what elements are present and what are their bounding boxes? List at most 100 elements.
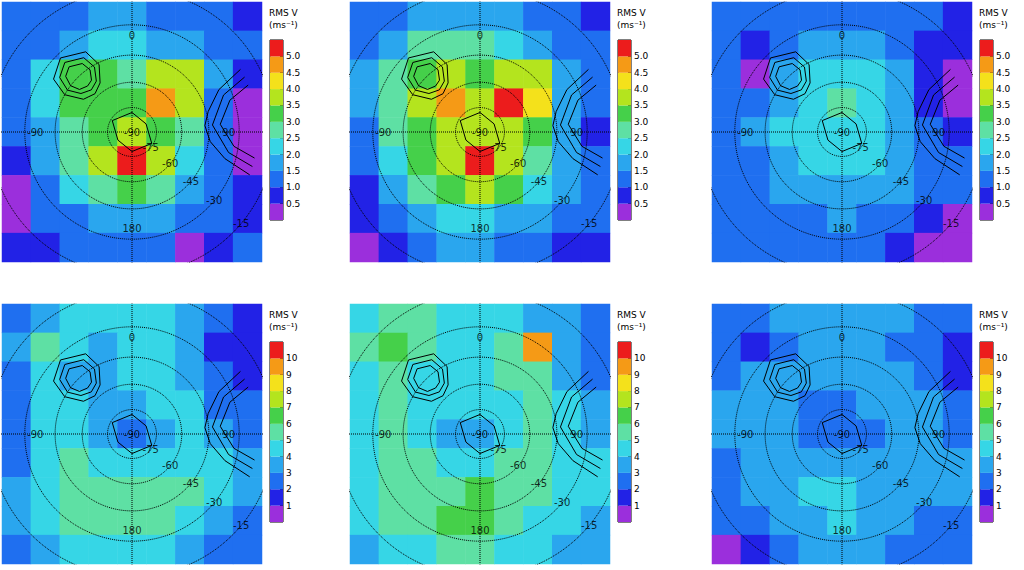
svg-text:(ms⁻¹): (ms⁻¹) [269,20,298,30]
svg-text:-75: -75 [853,142,869,153]
svg-text:90: 90 [570,127,583,138]
svg-text:RMS V: RMS V [617,8,647,18]
svg-text:5: 5 [286,435,292,445]
svg-text:90: 90 [222,127,235,138]
svg-text:-90: -90 [124,429,140,440]
svg-text:10: 10 [634,353,646,363]
svg-text:-90: -90 [834,429,850,440]
svg-text:0.5: 0.5 [286,199,300,209]
svg-text:-60: -60 [872,460,888,471]
svg-text:0: 0 [839,332,845,343]
svg-text:-15: -15 [233,520,249,531]
svg-text:RMS V: RMS V [979,8,1009,18]
svg-text:-45: -45 [893,176,909,187]
svg-text:9: 9 [634,370,640,380]
svg-text:1.5: 1.5 [634,166,648,176]
svg-text:7: 7 [996,402,1002,412]
svg-text:3.0: 3.0 [634,117,649,127]
svg-text:5.0: 5.0 [286,51,301,61]
svg-text:1.0: 1.0 [634,182,649,192]
svg-text:3.5: 3.5 [634,100,648,110]
svg-text:-45: -45 [183,478,199,489]
svg-text:0.5: 0.5 [996,199,1010,209]
svg-text:5: 5 [996,435,1002,445]
svg-text:-30: -30 [916,195,932,206]
svg-text:-15: -15 [581,218,597,229]
svg-text:4: 4 [634,452,640,462]
svg-text:-45: -45 [531,176,547,187]
svg-text:-30: -30 [206,195,222,206]
svg-text:-30: -30 [554,195,570,206]
svg-text:(ms⁻¹): (ms⁻¹) [979,20,1008,30]
svg-text:-30: -30 [554,497,570,508]
svg-text:6: 6 [996,419,1002,429]
svg-text:4.5: 4.5 [634,68,648,78]
svg-text:2: 2 [634,484,640,494]
svg-text:180: 180 [470,525,489,536]
svg-text:-60: -60 [872,158,888,169]
svg-text:5: 5 [634,435,640,445]
svg-text:(ms⁻¹): (ms⁻¹) [617,20,646,30]
svg-text:RMS V: RMS V [617,310,647,320]
svg-text:-45: -45 [183,176,199,187]
svg-text:-90: -90 [472,127,488,138]
svg-text:7: 7 [286,402,292,412]
svg-text:2.5: 2.5 [996,133,1010,143]
svg-text:90: 90 [932,127,945,138]
svg-text:3: 3 [634,468,640,478]
svg-text:-90: -90 [27,429,43,440]
svg-text:-90: -90 [27,127,43,138]
svg-text:4.0: 4.0 [634,84,649,94]
svg-text:1.0: 1.0 [286,182,301,192]
svg-text:-60: -60 [162,158,178,169]
svg-text:-90: -90 [737,429,753,440]
svg-text:-30: -30 [206,497,222,508]
svg-text:-75: -75 [143,142,159,153]
svg-text:-90: -90 [472,429,488,440]
svg-text:-30: -30 [916,497,932,508]
svg-text:RMS V: RMS V [269,8,299,18]
svg-text:-15: -15 [581,520,597,531]
svg-text:1: 1 [996,501,1002,511]
svg-text:9: 9 [996,370,1002,380]
svg-text:2: 2 [286,484,292,494]
svg-text:-90: -90 [737,127,753,138]
svg-text:-75: -75 [143,444,159,455]
svg-text:-45: -45 [893,478,909,489]
svg-text:9: 9 [286,370,292,380]
svg-text:180: 180 [122,525,141,536]
svg-text:-15: -15 [943,218,959,229]
svg-text:0: 0 [477,30,483,41]
svg-text:90: 90 [570,429,583,440]
svg-text:2: 2 [996,484,1002,494]
svg-text:7: 7 [634,402,640,412]
svg-text:2.0: 2.0 [286,150,301,160]
svg-text:2.5: 2.5 [286,133,300,143]
svg-text:-60: -60 [510,158,526,169]
svg-text:10: 10 [286,353,298,363]
svg-text:6: 6 [634,419,640,429]
svg-text:180: 180 [832,525,851,536]
svg-text:-75: -75 [491,444,507,455]
svg-text:0: 0 [129,30,135,41]
svg-text:4: 4 [996,452,1002,462]
svg-text:-90: -90 [834,127,850,138]
svg-text:2.0: 2.0 [634,150,649,160]
svg-text:8: 8 [286,386,292,396]
svg-text:8: 8 [634,386,640,396]
svg-text:180: 180 [832,223,851,234]
svg-text:0.5: 0.5 [634,199,648,209]
svg-text:-15: -15 [943,520,959,531]
svg-text:4.5: 4.5 [286,68,300,78]
svg-text:1: 1 [634,501,640,511]
svg-text:5.0: 5.0 [634,51,649,61]
svg-text:4: 4 [286,452,292,462]
svg-text:3.0: 3.0 [286,117,301,127]
svg-text:5.0: 5.0 [996,51,1011,61]
svg-text:-15: -15 [233,218,249,229]
svg-text:1.5: 1.5 [286,166,300,176]
svg-text:-90: -90 [375,127,391,138]
svg-text:(ms⁻¹): (ms⁻¹) [617,322,646,332]
svg-text:-90: -90 [375,429,391,440]
svg-text:4.0: 4.0 [996,84,1011,94]
